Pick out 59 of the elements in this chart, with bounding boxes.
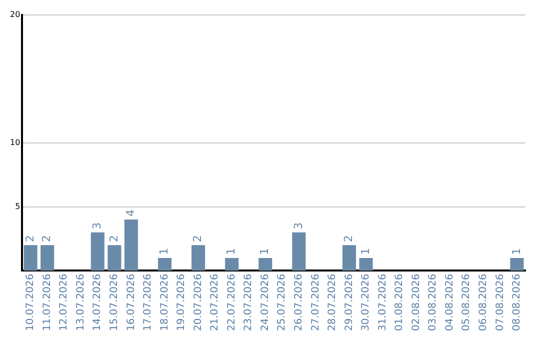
data-label: 2 [191,235,204,242]
x-tick-label: 04.08.2026 [444,274,456,332]
x-tick-label: 25.07.2026 [276,274,288,332]
bar [108,245,122,271]
x-tick-label: 30.07.2026 [360,274,372,332]
x-tick-label: 16.07.2026 [126,274,137,332]
bar [158,258,172,271]
bar [24,245,38,271]
data-label: 2 [107,235,120,242]
x-tick-label: 19.07.2026 [176,274,188,332]
x-tick-label: 15.07.2026 [109,274,120,332]
x-tick-label: 23.07.2026 [243,274,254,332]
x-tick-label: 18.07.2026 [159,274,170,332]
y-tick-label: 20 [10,10,20,19]
bar [225,258,239,271]
x-tick-label: 10.07.2026 [25,274,36,332]
x-tick-label: 28.07.2026 [327,274,338,332]
x-tick-label: 22.07.2026 [226,274,238,332]
x-tick-label: 24.07.2026 [260,274,271,332]
data-label: 1 [510,248,523,255]
x-tick-label: 31.07.2026 [377,274,388,332]
bar [359,258,373,271]
x-tick-label: 07.08.2026 [494,274,506,332]
data-label: 1 [358,248,372,255]
data-label: 3 [90,222,104,230]
x-tick-label: 03.08.2026 [428,274,439,332]
x-tick-label: 21.07.2026 [210,274,221,332]
x-tick-label: 27.07.2026 [310,274,322,332]
x-tick-label: 29.07.2026 [344,274,355,332]
x-tick-label: 26.07.2026 [294,274,304,332]
bar [258,258,272,271]
data-label: 2 [40,235,54,242]
x-tick-label: 11.07.2026 [42,274,53,332]
bar [124,220,138,271]
bar [90,232,104,271]
y-tick-label: 10 [10,138,20,147]
x-tick-label: 17.07.2026 [142,274,154,332]
x-tick-label: 14.07.2026 [92,274,104,332]
data-label: 1 [224,248,238,255]
bar [292,232,306,271]
bar [510,258,524,271]
x-tick-label: 12.07.2026 [58,274,70,332]
x-tick-label: 02.08.2026 [410,274,422,332]
y-tick-label: 5 [15,202,20,211]
x-tick-label: 06.08.2026 [478,274,489,332]
bar [192,245,206,271]
x-tick-label: 20.07.2026 [192,274,204,332]
x-tick-label: 08.08.2026 [512,274,523,332]
x-tick-label: 13.07.2026 [75,274,86,332]
data-label: 2 [342,235,356,242]
bar [342,245,356,271]
data-label: 3 [292,222,305,230]
data-label: 1 [158,248,171,255]
data-label: 4 [124,210,138,217]
x-tick-label: 05.08.2026 [461,274,472,332]
data-label: 2 [23,235,36,242]
data-label: 1 [258,248,272,255]
x-tick-label: 01.08.2026 [394,274,406,332]
bar [40,245,54,271]
